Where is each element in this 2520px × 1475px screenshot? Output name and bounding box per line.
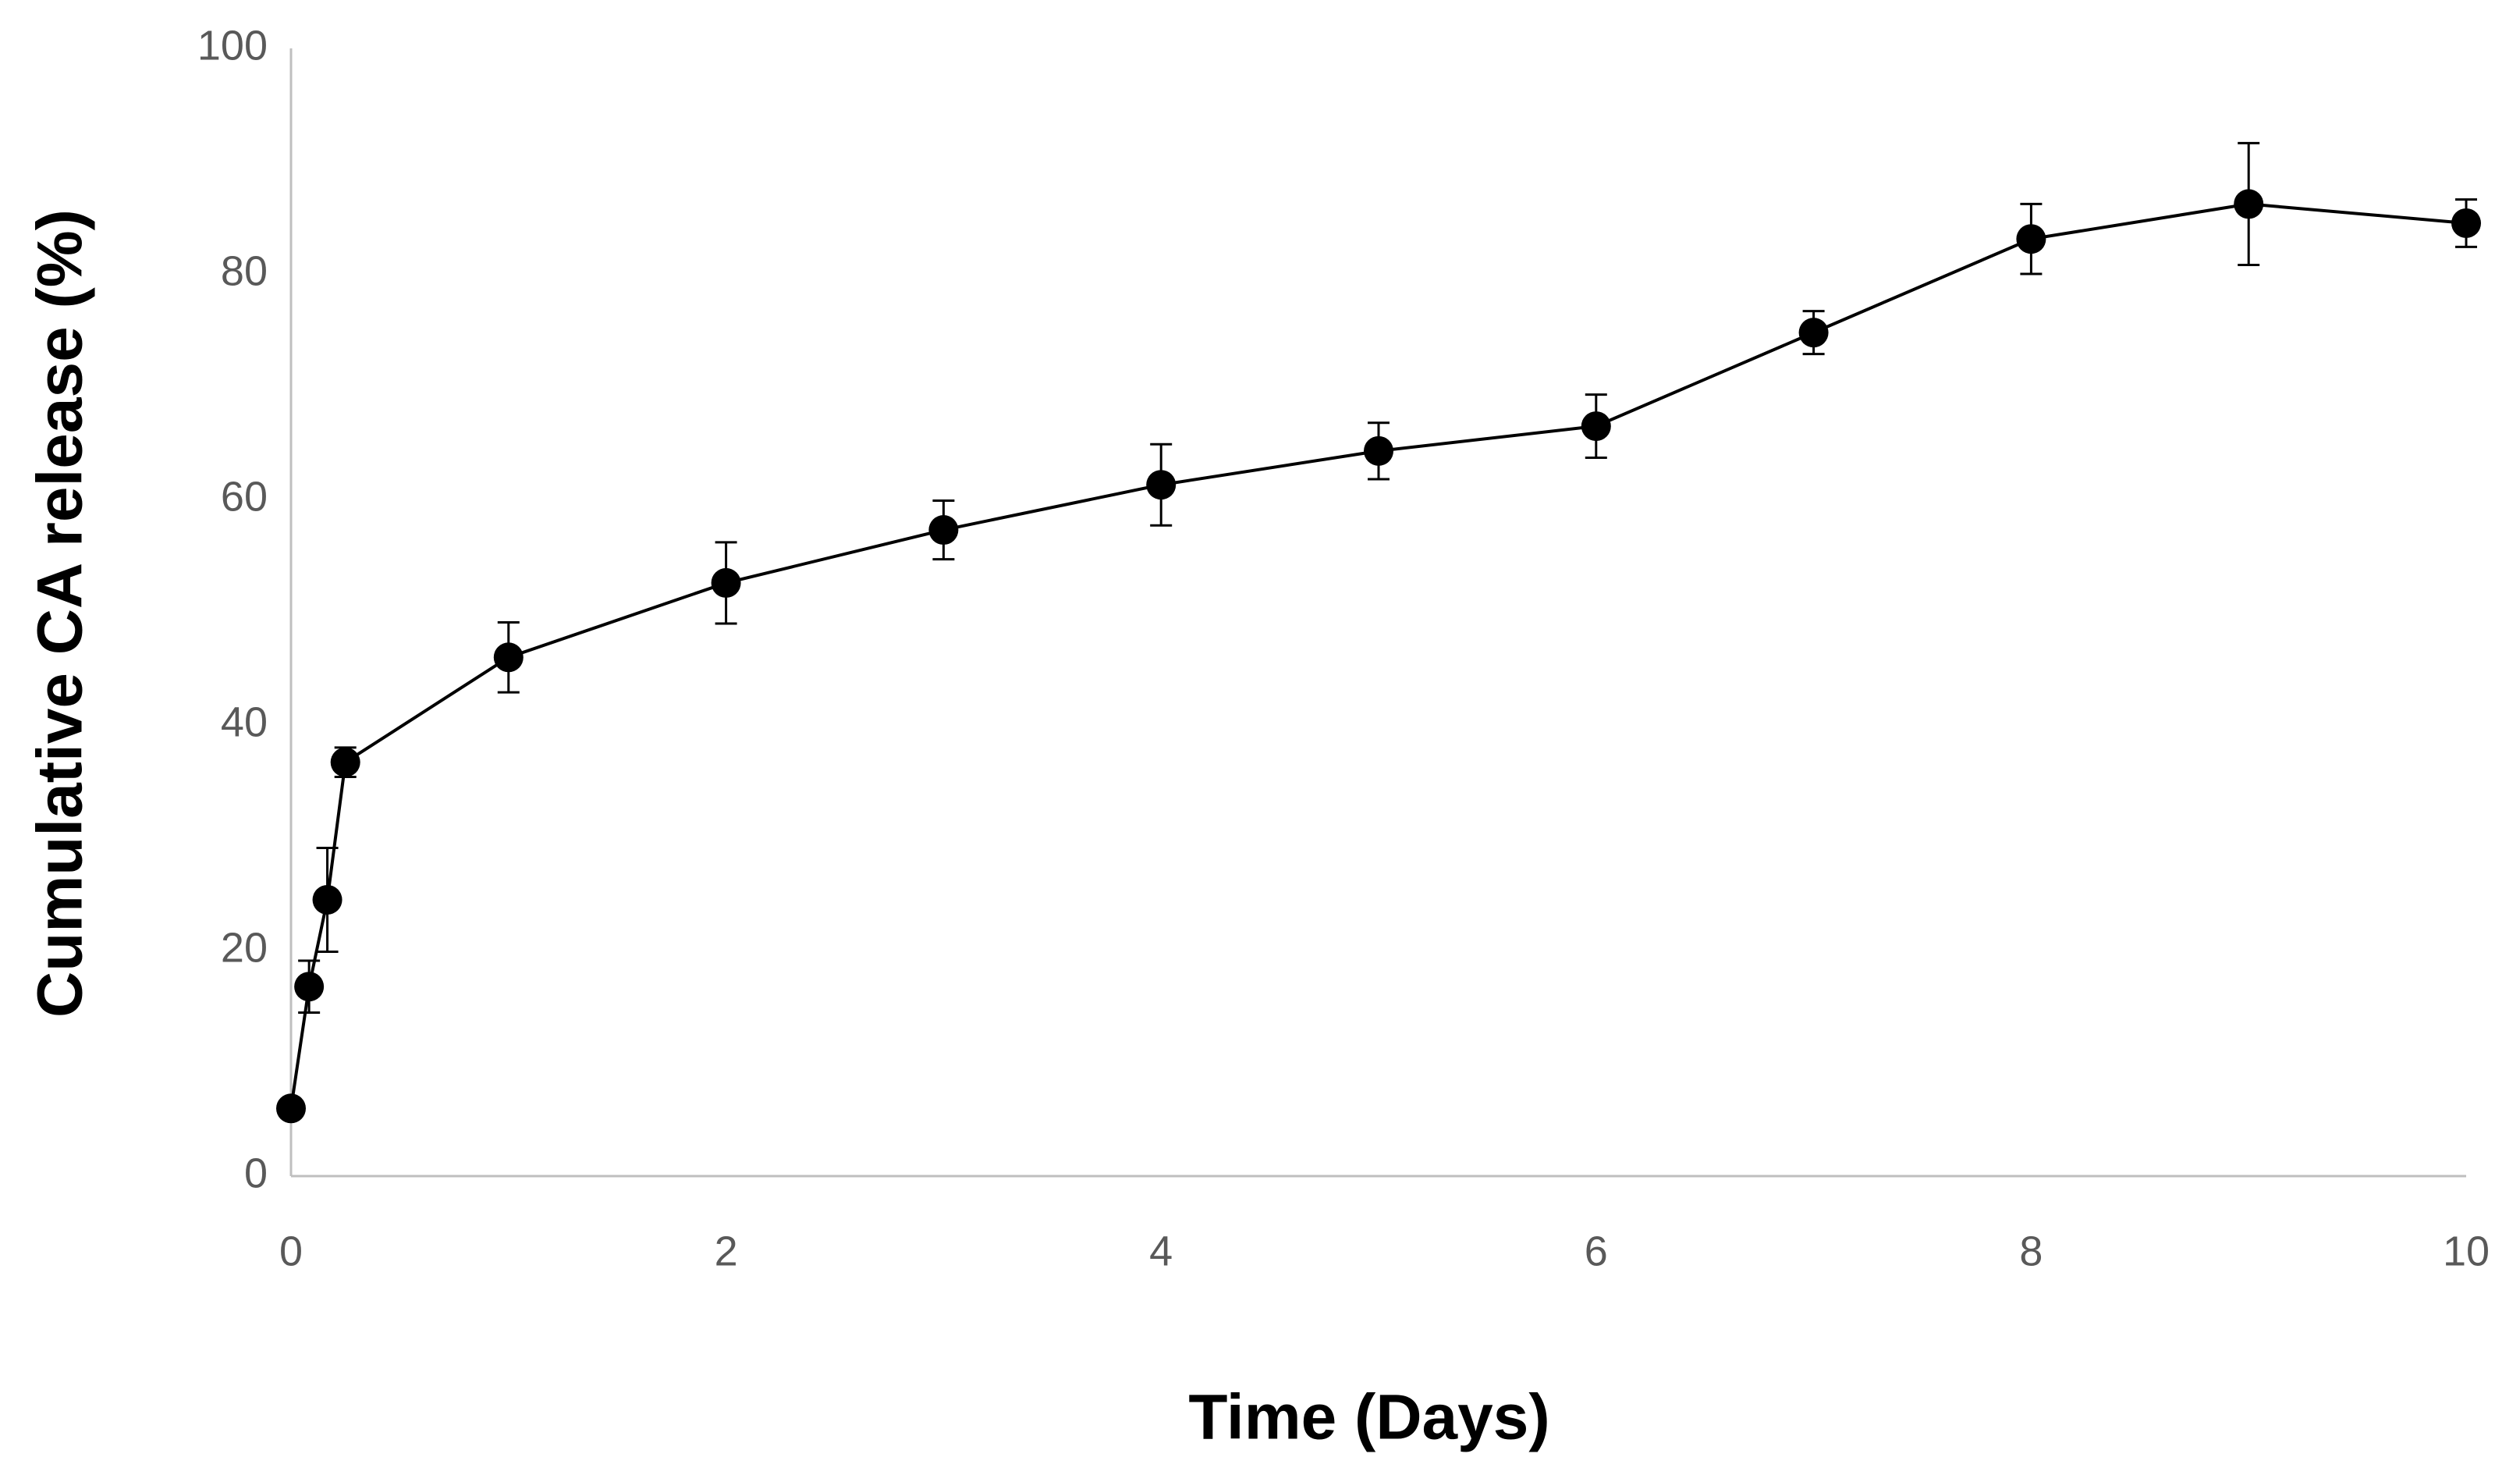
x-tick-label: 6 (1585, 1228, 1608, 1274)
data-point (276, 1093, 306, 1124)
y-axis-title: Cumulative CA release (%) (25, 209, 96, 1018)
x-tick-label: 0 (279, 1228, 303, 1274)
data-point (312, 884, 343, 915)
data-point (711, 567, 741, 598)
x-tick-label: 4 (1149, 1228, 1173, 1274)
data-point (2016, 224, 2046, 254)
x-axis-title: Time (Days) (1188, 1382, 1549, 1453)
data-point (1146, 470, 1177, 500)
data-point (2234, 189, 2264, 219)
data-point (1364, 435, 1393, 466)
x-tick-label: 2 (715, 1228, 738, 1274)
y-tick-label: 100 (197, 22, 268, 69)
x-tick-label: 8 (2019, 1228, 2043, 1274)
data-point (493, 642, 524, 673)
y-tick-label: 40 (221, 698, 268, 745)
data-point (1798, 318, 1829, 348)
data-point (330, 747, 360, 777)
data-line (289, 202, 2467, 1109)
data-point (294, 972, 325, 1002)
data-point (1581, 411, 1611, 442)
y-tick-label: 80 (221, 247, 268, 294)
data-point (928, 515, 959, 546)
y-tick-label: 60 (221, 473, 268, 520)
y-tick-label: 20 (221, 924, 268, 971)
y-tick-label: 0 (244, 1150, 268, 1196)
x-tick-label: 10 (2443, 1228, 2490, 1274)
data-point (2451, 208, 2481, 238)
